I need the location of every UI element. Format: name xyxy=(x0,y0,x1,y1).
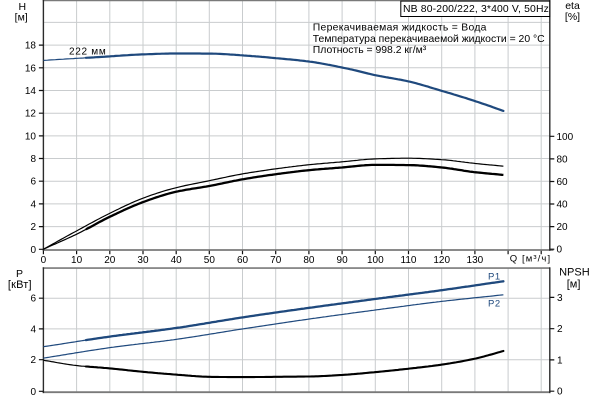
svg-text:[кВт]: [кВт] xyxy=(8,279,32,291)
svg-text:120: 120 xyxy=(433,255,450,266)
svg-text:10: 10 xyxy=(25,131,37,142)
svg-text:20: 20 xyxy=(557,222,569,233)
svg-text:16: 16 xyxy=(25,63,37,74)
svg-text:NB 80-200/222, 3*400 V, 50Hz: NB 80-200/222, 3*400 V, 50Hz xyxy=(403,4,549,15)
svg-text:4: 4 xyxy=(30,199,36,210)
svg-text:P2: P2 xyxy=(488,298,501,309)
svg-text:0: 0 xyxy=(30,387,36,398)
svg-text:70: 70 xyxy=(270,255,282,266)
svg-text:Перекачиваемая жидкость = Вода: Перекачиваемая жидкость = Вода xyxy=(313,22,487,33)
svg-text:10: 10 xyxy=(71,255,83,266)
svg-text:4: 4 xyxy=(30,324,36,335)
svg-text:90: 90 xyxy=(337,255,349,266)
svg-text:Температура перекачиваемой жид: Температура перекачиваемой жидкости = 20… xyxy=(313,34,545,45)
svg-text:[м]: [м] xyxy=(567,279,581,291)
svg-text:100: 100 xyxy=(557,132,574,143)
svg-text:2: 2 xyxy=(30,355,36,366)
svg-text:2: 2 xyxy=(30,222,36,233)
svg-text:14: 14 xyxy=(25,86,37,97)
svg-text:20: 20 xyxy=(104,255,116,266)
svg-text:3: 3 xyxy=(557,293,563,304)
svg-text:[%]: [%] xyxy=(565,11,580,23)
svg-text:6: 6 xyxy=(30,177,36,188)
svg-text:130: 130 xyxy=(467,255,484,266)
svg-text:18: 18 xyxy=(25,41,37,52)
svg-text:30: 30 xyxy=(137,255,149,266)
svg-text:60: 60 xyxy=(557,177,569,188)
svg-text:P: P xyxy=(16,268,23,280)
svg-text:80: 80 xyxy=(557,154,569,165)
svg-text:Q [м³/ч]: Q [м³/ч] xyxy=(510,253,551,264)
svg-text:P1: P1 xyxy=(488,272,501,283)
svg-text:110: 110 xyxy=(401,255,417,266)
svg-text:2: 2 xyxy=(557,324,563,335)
svg-text:100: 100 xyxy=(367,255,384,266)
svg-text:0: 0 xyxy=(41,255,47,266)
svg-text:6: 6 xyxy=(30,294,36,305)
svg-text:50: 50 xyxy=(204,255,216,266)
svg-text:Плотность = 998.2 кг/м³: Плотность = 998.2 кг/м³ xyxy=(313,45,427,56)
svg-text:40: 40 xyxy=(171,255,183,266)
svg-text:8: 8 xyxy=(30,154,36,165)
svg-text:12: 12 xyxy=(25,109,37,120)
svg-text:40: 40 xyxy=(557,200,569,211)
svg-text:80: 80 xyxy=(303,255,315,266)
svg-text:1: 1 xyxy=(557,355,563,366)
svg-text:eta: eta xyxy=(565,0,580,12)
svg-text:NPSH: NPSH xyxy=(559,267,590,279)
svg-text:0: 0 xyxy=(30,245,36,256)
svg-text:60: 60 xyxy=(237,255,249,266)
svg-text:0: 0 xyxy=(557,387,563,398)
svg-text:222 мм: 222 мм xyxy=(69,47,106,58)
svg-text:[м]: [м] xyxy=(15,12,28,24)
svg-text:H: H xyxy=(19,1,27,13)
svg-text:0: 0 xyxy=(557,245,563,256)
